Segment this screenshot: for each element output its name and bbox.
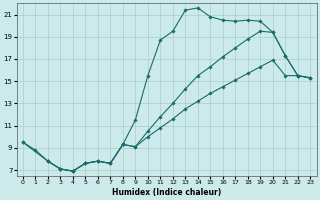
X-axis label: Humidex (Indice chaleur): Humidex (Indice chaleur): [112, 188, 221, 197]
